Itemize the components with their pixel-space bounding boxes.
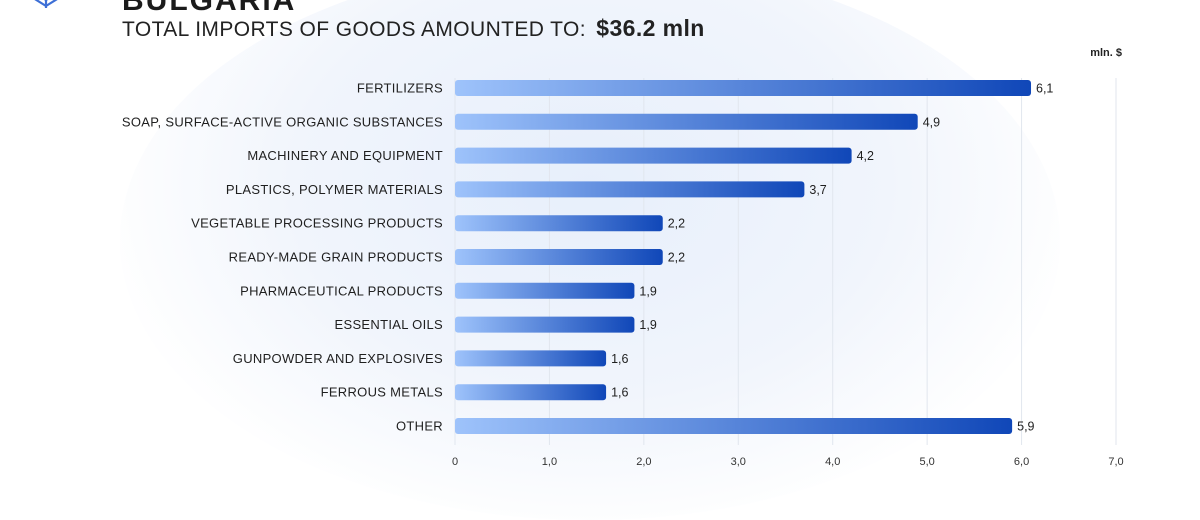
bar xyxy=(455,215,663,232)
category-label: PHARMACEUTICAL PRODUCTS xyxy=(240,283,443,298)
category-label: FERTILIZERS xyxy=(357,81,443,96)
bar xyxy=(455,147,852,164)
x-tick-label: 4,0 xyxy=(825,456,840,468)
value-label: 4,2 xyxy=(857,149,874,163)
category-label: OTHER xyxy=(396,419,443,434)
category-label: MACHINERY AND EQUIPMENT xyxy=(247,148,443,163)
value-label: 6,1 xyxy=(1036,82,1053,96)
category-label: ESSENTIAL OILS xyxy=(335,317,444,332)
category-label: GUNPOWDER AND EXPLOSIVES xyxy=(233,351,443,366)
bar-chart: 0 1,0 2,0 3,0 4,0 5,0 6,0 7,0 FERTILIZERS 6,1 SOAP… xyxy=(122,78,1124,468)
headline-amount: $36.2 mln xyxy=(596,15,705,41)
bar xyxy=(455,181,805,198)
category-label: FERROUS METALS xyxy=(321,385,443,400)
category-label: READY-MADE GRAIN PRODUCTS xyxy=(229,250,443,265)
bar xyxy=(455,249,663,265)
bar xyxy=(455,350,607,367)
x-tick-label: 6,0 xyxy=(1014,456,1029,468)
x-tick-label: 7,0 xyxy=(1108,456,1123,468)
country-title: BULGARIA xyxy=(122,0,297,17)
category-label: PLASTICS, POLYMER MATERIALS xyxy=(226,182,443,197)
value-label: 1,9 xyxy=(639,284,656,298)
x-tick-label: 5,0 xyxy=(919,456,934,468)
value-label: 4,9 xyxy=(923,115,940,129)
headline-subtitle: TOTAL IMPORTS OF GOODS AMOUNTED TO: xyxy=(122,18,587,41)
bar xyxy=(455,282,635,299)
bar xyxy=(455,384,607,401)
bar xyxy=(455,80,1032,96)
logo-icon xyxy=(34,0,58,8)
x-tick-label: 2,0 xyxy=(636,456,651,468)
bar xyxy=(455,113,918,130)
value-label: 1,6 xyxy=(611,352,628,366)
value-label: 3,7 xyxy=(809,183,826,197)
bar xyxy=(455,316,635,333)
x-tick-label: 1,0 xyxy=(542,456,557,468)
x-tick-label: 3,0 xyxy=(731,456,746,468)
headline: TOTAL IMPORTS OF GOODS AMOUNTED TO: $36.… xyxy=(122,15,705,42)
unit-label: mln. $ xyxy=(1090,47,1122,59)
value-label: 5,9 xyxy=(1017,420,1034,434)
value-label: 1,6 xyxy=(611,386,628,400)
category-label: VEGETABLE PROCESSING PRODUCTS xyxy=(191,216,443,231)
value-label: 2,2 xyxy=(668,217,685,231)
value-label: 2,2 xyxy=(668,251,685,265)
value-label: 1,9 xyxy=(639,318,656,332)
x-tick-label: 0 xyxy=(452,456,458,468)
category-label: SOAP, SURFACE-ACTIVE ORGANIC SUBSTANCES xyxy=(122,114,443,129)
bar xyxy=(455,418,1013,434)
